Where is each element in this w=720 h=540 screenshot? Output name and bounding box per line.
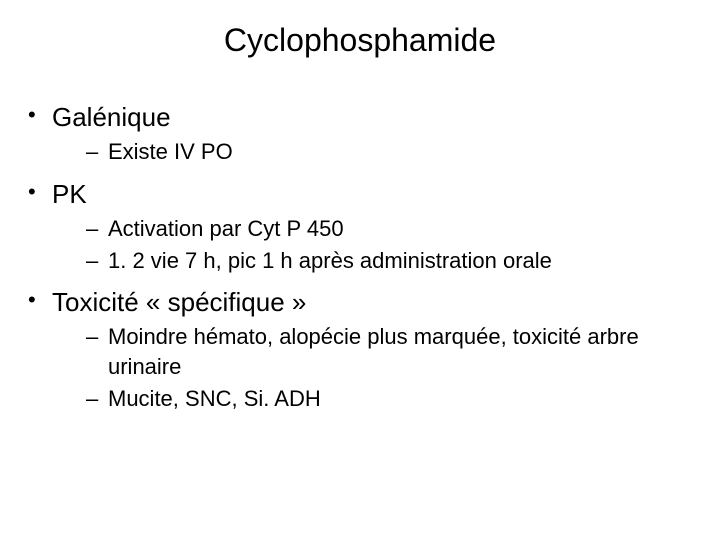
slide-title: Cyclophosphamide [0, 22, 720, 59]
sub-list: Moindre hémato, alopécie plus marquée, t… [52, 322, 688, 413]
sub-list-item: Mucite, SNC, Si. ADH [86, 384, 688, 414]
list-item-label: Galénique [52, 102, 171, 132]
sub-list-item: Moindre hémato, alopécie plus marquée, t… [86, 322, 688, 381]
sub-list-item: Existe IV PO [86, 137, 688, 167]
slide: Cyclophosphamide Galénique Existe IV PO … [0, 0, 720, 540]
list-item-label: PK [52, 179, 87, 209]
slide-body: Galénique Existe IV PO PK Activation par… [28, 100, 688, 423]
sub-list-item: Activation par Cyt P 450 [86, 214, 688, 244]
list-item-label: Toxicité « spécifique » [52, 287, 306, 317]
list-item: PK Activation par Cyt P 450 1. 2 vie 7 h… [28, 177, 688, 275]
bullet-list: Galénique Existe IV PO PK Activation par… [28, 100, 688, 413]
list-item: Galénique Existe IV PO [28, 100, 688, 167]
sub-list: Existe IV PO [52, 137, 688, 167]
sub-list-item: 1. 2 vie 7 h, pic 1 h après administrati… [86, 246, 688, 276]
sub-list: Activation par Cyt P 450 1. 2 vie 7 h, p… [52, 214, 688, 275]
list-item: Toxicité « spécifique » Moindre hémato, … [28, 285, 688, 413]
